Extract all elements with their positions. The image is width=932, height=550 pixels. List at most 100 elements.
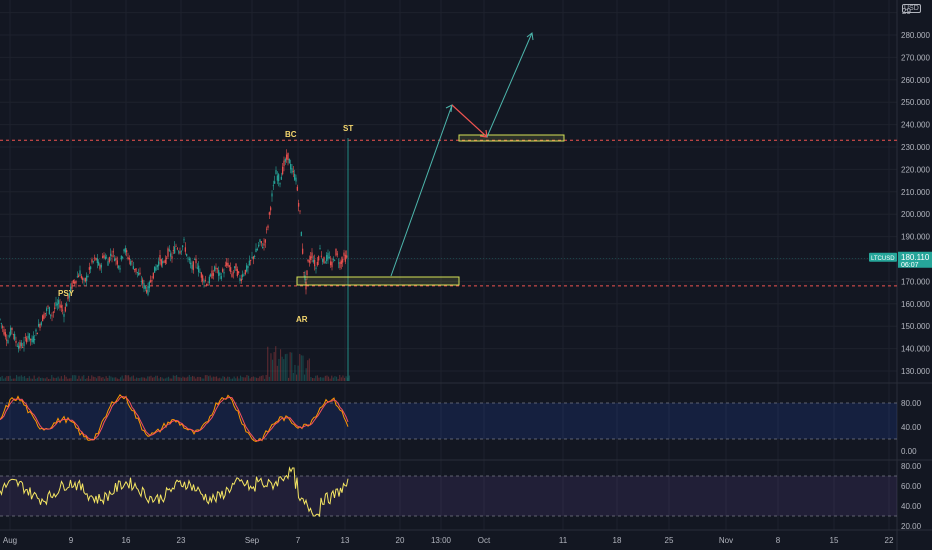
candle-body: [236, 269, 238, 276]
candle-body: [87, 276, 89, 277]
volume-bar: [121, 375, 123, 381]
candle-body: [18, 345, 20, 349]
candle-body: [111, 255, 113, 257]
volume-bar: [240, 375, 242, 381]
candle-body: [74, 281, 76, 284]
candle-body: [86, 275, 88, 281]
volume-bar: [19, 376, 21, 381]
volume-bar: [230, 378, 232, 381]
candle-body: [200, 272, 202, 278]
volume-bar: [291, 352, 293, 381]
rsi-axis-label: 20.00: [901, 522, 922, 531]
candle-body: [303, 272, 305, 273]
candle-body: [155, 267, 157, 271]
volume-bar: [172, 375, 174, 381]
time-axis-label: 9: [69, 536, 74, 545]
volume-bar: [92, 376, 94, 381]
candle-body: [30, 338, 32, 341]
volume-bar: [278, 358, 280, 381]
volume-bar: [195, 378, 197, 381]
candle-body: [176, 248, 178, 250]
candle-body: [272, 185, 274, 187]
candle-body: [332, 258, 334, 260]
price-axis-label: 260.000: [901, 76, 930, 85]
volume-bar: [340, 377, 342, 381]
candle-body: [190, 262, 192, 265]
volume-bar: [268, 376, 270, 381]
candle-body: [308, 260, 310, 263]
candle-body: [34, 339, 36, 341]
volume-bar: [275, 346, 277, 381]
candle-body: [227, 262, 229, 267]
candle-body: [150, 280, 152, 283]
volume-bar: [222, 376, 224, 381]
volume-bar: [241, 377, 243, 381]
volume-bar: [265, 375, 267, 381]
currency-badge[interactable]: USD: [902, 4, 921, 13]
candle-body: [314, 259, 316, 267]
rsi-line: [0, 466, 349, 518]
candle-body: [63, 313, 65, 317]
candle-body: [287, 152, 289, 161]
candle-body: [146, 289, 148, 293]
candle-body: [259, 239, 261, 243]
candle-body: [114, 258, 116, 262]
candle-body: [202, 275, 204, 282]
candle-body: [263, 243, 265, 246]
price-axis-label: 250.000: [901, 98, 930, 107]
candle-body: [144, 286, 146, 289]
candle-body: [198, 265, 200, 273]
candle-body: [248, 260, 250, 266]
candle-body: [60, 305, 62, 308]
candle-body: [320, 255, 322, 257]
volume-bar: [83, 375, 85, 381]
candle-body: [112, 251, 114, 253]
price-axis-label: 200.000: [901, 210, 930, 219]
candle-body: [116, 260, 118, 265]
volume-bar: [99, 376, 101, 381]
candle-body: [156, 265, 158, 268]
price-axis-label: 230.000: [901, 143, 930, 152]
candle-body: [4, 332, 6, 337]
candle-body: [216, 268, 218, 270]
volume-bar: [33, 375, 35, 381]
candle-body: [50, 314, 52, 316]
rsi-axis-label: 40.00: [901, 502, 922, 511]
candle-body: [268, 212, 270, 215]
volume-bar: [348, 375, 350, 381]
candle-body: [16, 345, 18, 347]
volume-bar: [56, 377, 58, 381]
candle-body: [122, 256, 124, 258]
volume-bar: [8, 376, 10, 381]
candle-body: [142, 279, 144, 284]
volume-bar: [140, 377, 142, 381]
volume-bar: [345, 376, 347, 381]
candle-body: [336, 253, 338, 255]
volume-bar: [180, 377, 182, 381]
volume-bar: [132, 375, 134, 381]
candle-body: [199, 272, 201, 273]
candle-body: [340, 260, 342, 265]
volume-bar: [41, 377, 43, 381]
candle-body: [316, 261, 318, 266]
candle-body: [138, 272, 140, 276]
candle-body: [120, 255, 122, 260]
volume-bar: [281, 356, 283, 381]
volume-bar: [129, 377, 131, 381]
volume-bar: [65, 376, 67, 381]
volume-bar: [110, 376, 112, 381]
volume-bar: [46, 377, 48, 381]
candle-body: [47, 306, 49, 308]
volume-bar: [300, 355, 302, 381]
candle-body: [234, 266, 236, 269]
candle-body: [210, 274, 212, 277]
volume-bar: [227, 376, 229, 381]
candle-body: [79, 270, 81, 276]
candle-body: [262, 246, 264, 249]
candle-body: [271, 193, 273, 197]
candle-body: [52, 311, 54, 313]
candle-body: [54, 307, 56, 310]
volume-bar: [112, 377, 114, 381]
